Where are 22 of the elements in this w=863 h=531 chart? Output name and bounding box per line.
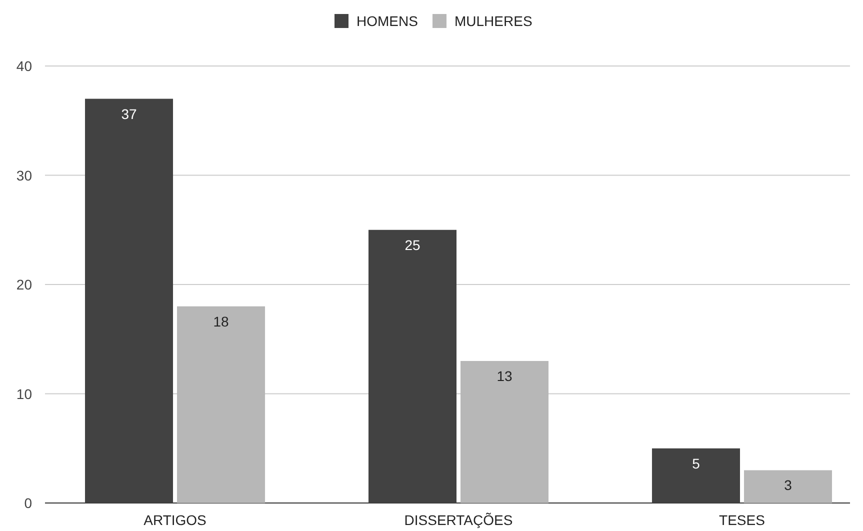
y-tick-label: 30 xyxy=(16,167,32,184)
bar xyxy=(652,448,740,503)
data-label: 37 xyxy=(121,106,137,122)
bar xyxy=(460,360,549,503)
legend-label: MULHERES xyxy=(454,13,532,29)
bar xyxy=(368,230,456,503)
y-tick-label: 20 xyxy=(16,276,32,292)
bar xyxy=(85,98,174,503)
x-tick-label: DISSERTAÇÕES xyxy=(404,512,513,528)
data-label: 13 xyxy=(496,368,512,384)
y-tick-label: 10 xyxy=(16,386,32,402)
data-label: 5 xyxy=(692,455,700,472)
bar xyxy=(177,306,266,503)
y-tick-label: 40 xyxy=(16,58,32,74)
data-label: 25 xyxy=(404,236,420,253)
x-tick-label: ARTIGOS xyxy=(144,512,206,528)
data-label: 18 xyxy=(213,313,230,330)
y-tick-label: 0 xyxy=(24,495,32,511)
legend-label: HOMENS xyxy=(356,13,418,29)
bar xyxy=(744,470,832,503)
x-tick-label: TESES xyxy=(719,512,765,528)
data-label: 3 xyxy=(784,477,792,494)
